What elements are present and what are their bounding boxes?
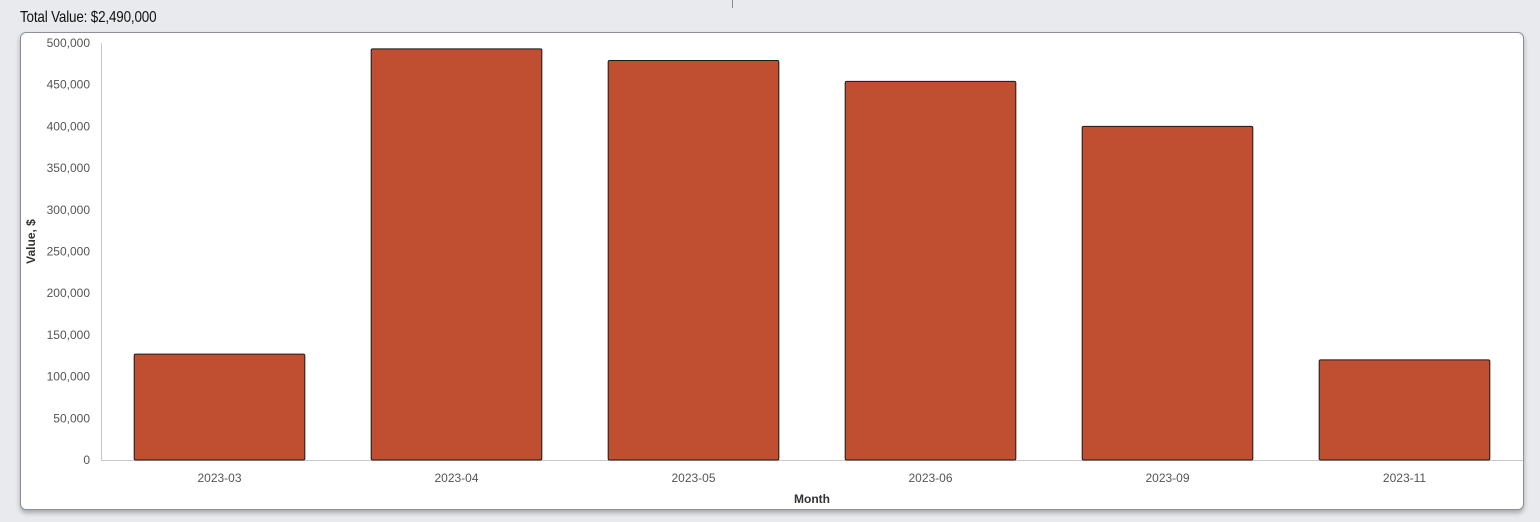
x-axis-ticks: 2023-03 2023-04 2023-05 2023-06 2023-09 2023-…	[197, 471, 1426, 485]
bar-chart: 0 50,000 100,000 150,000 200,000 250,000 300,0…	[24, 36, 1523, 506]
y-tick-label: 100,000	[47, 370, 91, 384]
x-axis-title: Month	[794, 492, 830, 506]
x-tick-label: 2023-11	[1383, 471, 1426, 485]
y-tick-label: 200,000	[47, 286, 91, 300]
y-axis-ticks: 0 50,000 100,000 150,000 200,000 250,000 300,0…	[47, 36, 91, 467]
x-tick-label: 2023-04	[434, 471, 478, 485]
y-tick-label: 300,000	[47, 203, 91, 217]
y-tick-label: 0	[83, 453, 90, 467]
bar[interactable]	[1318, 359, 1491, 461]
y-tick-label: 250,000	[47, 245, 91, 259]
total-value-label: Total Value: $2,490,000	[20, 9, 157, 26]
bar[interactable]	[607, 60, 780, 461]
x-tick-label: 2023-05	[671, 471, 715, 485]
bar[interactable]	[370, 48, 543, 461]
bar-series	[133, 48, 1491, 461]
bar[interactable]	[133, 353, 306, 461]
y-tick-label: 500,000	[47, 36, 91, 50]
bar[interactable]	[844, 80, 1017, 461]
x-tick-label: 2023-03	[197, 471, 241, 485]
y-tick-label: 150,000	[47, 328, 91, 342]
x-tick-label: 2023-09	[1145, 471, 1189, 485]
y-tick-label: 400,000	[47, 119, 91, 133]
y-tick-label: 50,000	[53, 411, 90, 425]
x-tick-label: 2023-06	[908, 471, 952, 485]
y-axis-title: Value, $	[24, 219, 38, 264]
bar[interactable]	[1081, 125, 1254, 461]
top-divider-tick	[732, 0, 733, 8]
y-tick-label: 450,000	[47, 78, 91, 92]
chart-card: 0 50,000 100,000 150,000 200,000 250,000 300,0…	[20, 32, 1524, 510]
y-tick-label: 350,000	[47, 161, 91, 175]
